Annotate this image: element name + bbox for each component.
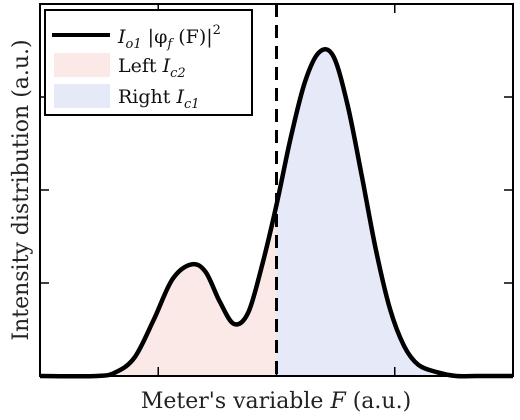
area-fills [40, 49, 513, 376]
legend-entry-right: Right Ic1 [118, 86, 200, 112]
area-fill-left [40, 204, 277, 376]
legend: Io1 |φf (F)|2 Left Ic2 Right Ic1 [44, 9, 253, 116]
legend-entry-curve: Io1 |φf (F)|2 [117, 23, 221, 52]
legend-swatch-right [54, 84, 110, 108]
area-fill-right [276, 49, 513, 376]
axis-ticks [40, 4, 513, 376]
x-axis-label: Meter's variable F (a.u.) [141, 389, 411, 414]
legend-swatch-left [54, 53, 110, 77]
legend-entry-left: Left Ic2 [118, 55, 186, 81]
series-line-main [39, 47, 513, 379]
y-axis-label: Intensity distribution (a.u.) [9, 39, 34, 340]
